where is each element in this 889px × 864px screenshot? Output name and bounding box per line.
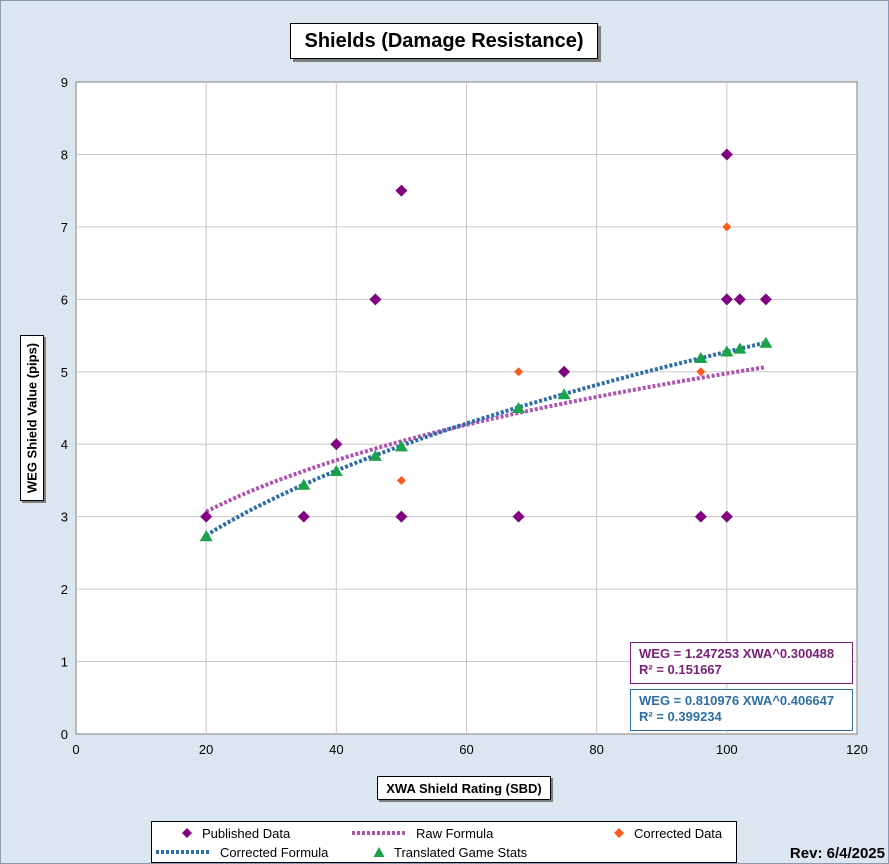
legend-label: Raw Formula (416, 825, 494, 841)
point-series-4 (329, 465, 343, 477)
data-markers (199, 148, 773, 542)
y-tick-label: 9 (61, 75, 68, 90)
x-tick-label: 120 (846, 742, 868, 757)
tick-labels: 0 20 40 60 80 100 120 0 1 2 3 4 5 6 7 8 9 (61, 75, 868, 757)
dotted-line-magenta-icon (352, 831, 406, 835)
raw-formula-equation: WEG = 1.247253 XWA^0.300488 R² = 0.15166… (630, 642, 853, 684)
point-series-2 (696, 367, 706, 377)
point-series-0 (200, 510, 213, 523)
x-tick-label: 0 (72, 742, 79, 757)
y-axis-label: WEG Shield Value (pips) (24, 342, 40, 494)
point-series-4 (557, 388, 571, 400)
y-tick-label: 5 (61, 365, 68, 380)
point-series-0 (720, 510, 733, 523)
trend-curve-series-1 (205, 365, 767, 514)
point-series-4 (512, 402, 526, 413)
point-series-0 (733, 293, 746, 306)
legend-label: Corrected Formula (220, 844, 329, 860)
x-tick-label: 60 (459, 742, 473, 757)
y-tick-label: 1 (61, 655, 68, 670)
point-series-2 (514, 367, 524, 377)
diamond-purple-icon (182, 828, 192, 838)
legend-item-raw-formula: Raw Formula (350, 824, 493, 842)
revision-date: Rev: 6/4/2025 (789, 845, 885, 862)
legend-item-corrected-formula: Corrected Formula (154, 843, 328, 861)
point-series-4 (720, 345, 734, 357)
point-series-2 (396, 475, 406, 485)
y-tick-label: 6 (61, 292, 68, 307)
dotted-line-blue-icon (156, 850, 210, 854)
point-series-4 (733, 342, 747, 354)
point-series-0 (720, 293, 733, 306)
point-series-2 (722, 222, 732, 232)
legend-item-published-data: Published Data (180, 824, 290, 842)
corrected-equation-text: WEG = 0.810976 XWA^0.406647 (639, 693, 835, 708)
point-series-4 (297, 478, 311, 490)
y-tick-label: 7 (61, 220, 68, 235)
legend-label: Corrected Data (634, 825, 723, 841)
point-series-0 (720, 148, 733, 161)
x-axis-label: XWA Shield Rating (SBD) (377, 776, 551, 800)
point-series-4 (759, 336, 773, 348)
y-tick-label: 4 (61, 437, 68, 452)
point-series-4 (199, 530, 213, 542)
point-series-0 (558, 365, 571, 378)
legend: Published Data Raw Formula Corrected Dat… (151, 821, 737, 863)
corrected-formula-equation: WEG = 0.810976 XWA^0.406647 R² = 0.39923… (630, 689, 853, 731)
point-series-0 (395, 184, 408, 197)
x-tick-label: 40 (329, 742, 343, 757)
point-series-4 (394, 440, 408, 452)
legend-label: Translated Game Stats (394, 844, 528, 860)
y-tick-label: 0 (61, 727, 68, 742)
y-tick-label: 8 (61, 147, 68, 162)
y-axis-label-box: WEG Shield Value (pips) (20, 335, 44, 501)
x-tick-label: 100 (716, 742, 738, 757)
point-series-0 (395, 510, 408, 523)
point-series-0 (330, 438, 343, 451)
diamond-orange-icon (614, 828, 624, 838)
legend-label: Published Data (202, 825, 291, 841)
raw-r2-text: R² = 0.151667 (639, 662, 722, 677)
y-tick-label: 2 (61, 582, 68, 597)
x-tick-label: 20 (199, 742, 213, 757)
point-series-0 (759, 293, 772, 306)
point-series-4 (694, 352, 708, 364)
raw-equation-text: WEG = 1.247253 XWA^0.300488 (639, 646, 835, 661)
point-series-0 (369, 293, 382, 306)
point-series-0 (694, 510, 707, 523)
point-series-0 (297, 510, 310, 523)
point-series-0 (512, 510, 525, 523)
triangle-green-icon (373, 847, 385, 857)
y-tick-label: 3 (61, 510, 68, 525)
legend-item-corrected-data: Corrected Data (612, 824, 722, 842)
chart-title: Shields (Damage Resistance) (290, 23, 598, 59)
x-tick-label: 80 (589, 742, 603, 757)
point-series-4 (368, 449, 382, 461)
corrected-r2-text: R² = 0.399234 (639, 709, 722, 724)
legend-item-translated-game-stats: Translated Game Stats (372, 843, 527, 861)
